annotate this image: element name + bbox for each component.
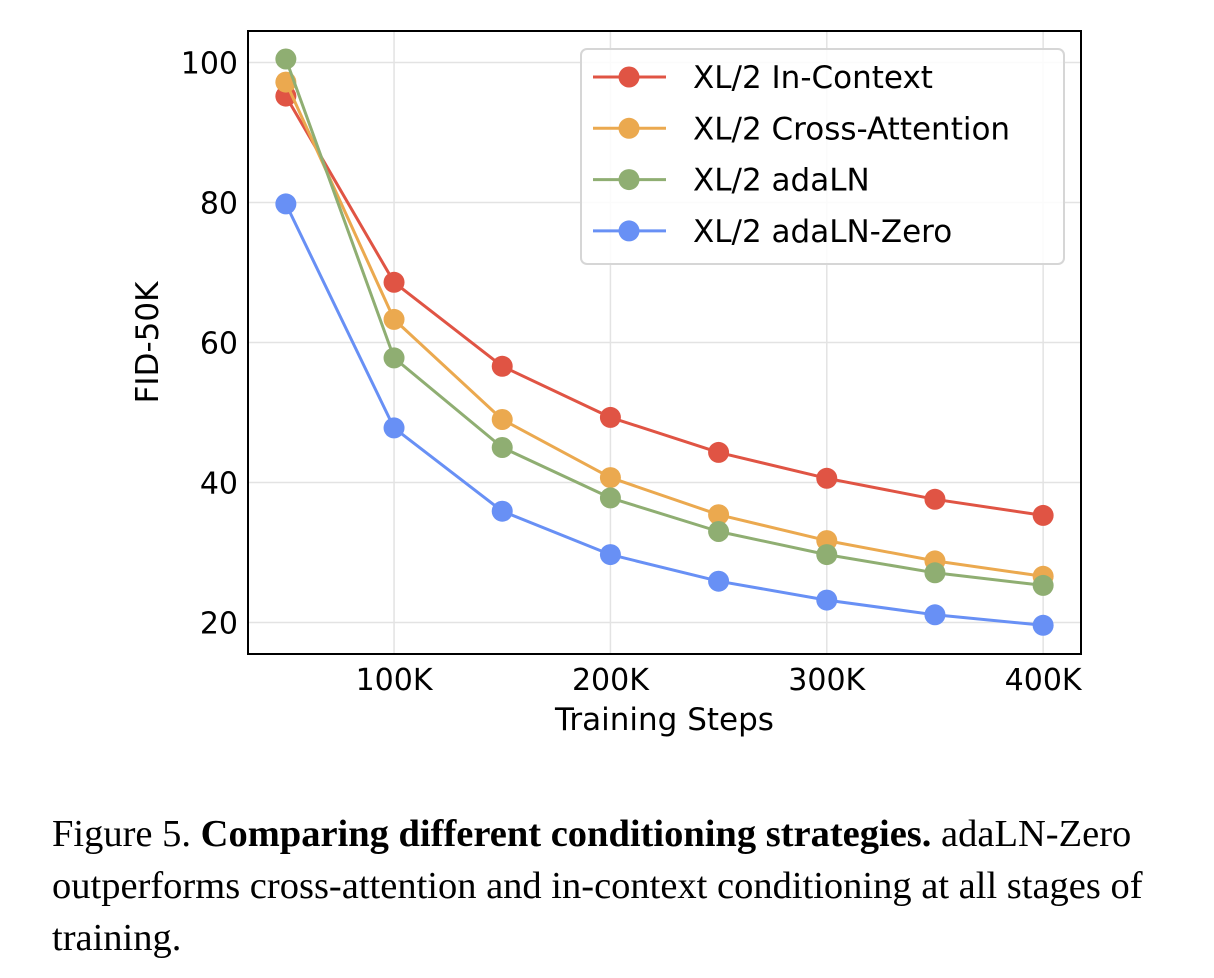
data-point bbox=[383, 308, 405, 330]
series-line bbox=[284, 58, 1044, 587]
x-tick-label: 100K bbox=[356, 663, 434, 698]
data-point bbox=[924, 562, 946, 584]
data-point bbox=[816, 467, 838, 489]
data-point bbox=[924, 488, 946, 510]
y-tick-label: 60 bbox=[200, 327, 238, 362]
data-point bbox=[599, 544, 621, 566]
data-point bbox=[708, 521, 730, 542]
data-point bbox=[383, 417, 405, 439]
data-point bbox=[708, 441, 730, 463]
y-axis-ticks: 20 40 60 80 100 bbox=[181, 47, 238, 642]
legend-marker bbox=[618, 117, 640, 139]
data-point bbox=[599, 487, 621, 509]
data-point bbox=[599, 406, 621, 428]
data-point bbox=[708, 570, 730, 592]
legend-entry: XL/2 Cross-Attention bbox=[593, 111, 1010, 147]
data-point bbox=[708, 504, 730, 526]
legend-entry: XL/2 adaLN-Zero bbox=[593, 214, 952, 250]
caption-prefix: Figure 5. bbox=[52, 813, 192, 855]
series-line bbox=[284, 203, 1044, 627]
data-point bbox=[491, 500, 513, 522]
legend-box bbox=[580, 48, 1065, 265]
y-tick-label: 80 bbox=[200, 187, 238, 222]
x-tick-label: 200K bbox=[572, 663, 650, 698]
legend-entry: XL/2 In-Context bbox=[593, 60, 933, 96]
y-tick-label: 40 bbox=[200, 467, 238, 502]
data-point bbox=[924, 604, 946, 626]
data-point bbox=[383, 271, 405, 293]
y-axis-label: FID-50K bbox=[130, 281, 166, 403]
caption-bold-title: Comparing different conditioning strateg… bbox=[200, 813, 932, 855]
legend-entry: XL/2 adaLN bbox=[593, 163, 870, 199]
data-point bbox=[1032, 614, 1054, 636]
chart: 100K 200K 300K 400K 20 40 60 80 100 Training St… bbox=[130, 30, 1083, 738]
series-line bbox=[284, 95, 1044, 517]
caption-text: adaLN-Zero outperforms cross-attention a… bbox=[52, 813, 1143, 959]
y-tick-label: 100 bbox=[181, 47, 238, 82]
data-point bbox=[383, 347, 405, 369]
data-point bbox=[491, 355, 513, 377]
data-point bbox=[1032, 504, 1054, 526]
series-layer bbox=[275, 48, 1054, 636]
data-point bbox=[491, 409, 513, 430]
data-point bbox=[816, 544, 838, 566]
legend-label: XL/2 adaLN bbox=[693, 163, 870, 199]
data-point bbox=[491, 437, 513, 458]
x-tick-label: 300K bbox=[788, 663, 866, 698]
plot-frame bbox=[247, 30, 1082, 655]
series-line bbox=[284, 81, 1044, 578]
legend-marker bbox=[618, 220, 640, 242]
figure-caption: Figure 5. Comparing different conditioni… bbox=[52, 808, 1182, 964]
series-xl-2-adaln-zero bbox=[275, 193, 1054, 636]
legend-label: XL/2 Cross-Attention bbox=[693, 111, 1010, 147]
x-axis-ticks: 100K 200K 300K 400K bbox=[356, 663, 1083, 698]
data-point bbox=[1032, 574, 1054, 596]
x-tick-label: 400K bbox=[1005, 663, 1083, 698]
legend: XL/2 In-Context XL/2 Cross-Attention XL/2 … bbox=[580, 48, 1065, 265]
data-point bbox=[599, 467, 621, 489]
x-axis-label: Training Steps bbox=[554, 702, 774, 738]
series-xl-2-cross-attention bbox=[275, 71, 1054, 587]
data-point bbox=[275, 48, 297, 70]
y-tick-label: 20 bbox=[200, 607, 238, 642]
legend-label: XL/2 adaLN-Zero bbox=[693, 214, 952, 250]
data-point bbox=[275, 193, 297, 215]
series-xl-2-in-context bbox=[275, 85, 1054, 526]
data-point bbox=[816, 589, 838, 611]
legend-label: XL/2 In-Context bbox=[693, 60, 933, 96]
legend-marker bbox=[618, 169, 640, 191]
legend-marker bbox=[618, 66, 640, 88]
series-xl-2-adaln bbox=[275, 48, 1054, 596]
